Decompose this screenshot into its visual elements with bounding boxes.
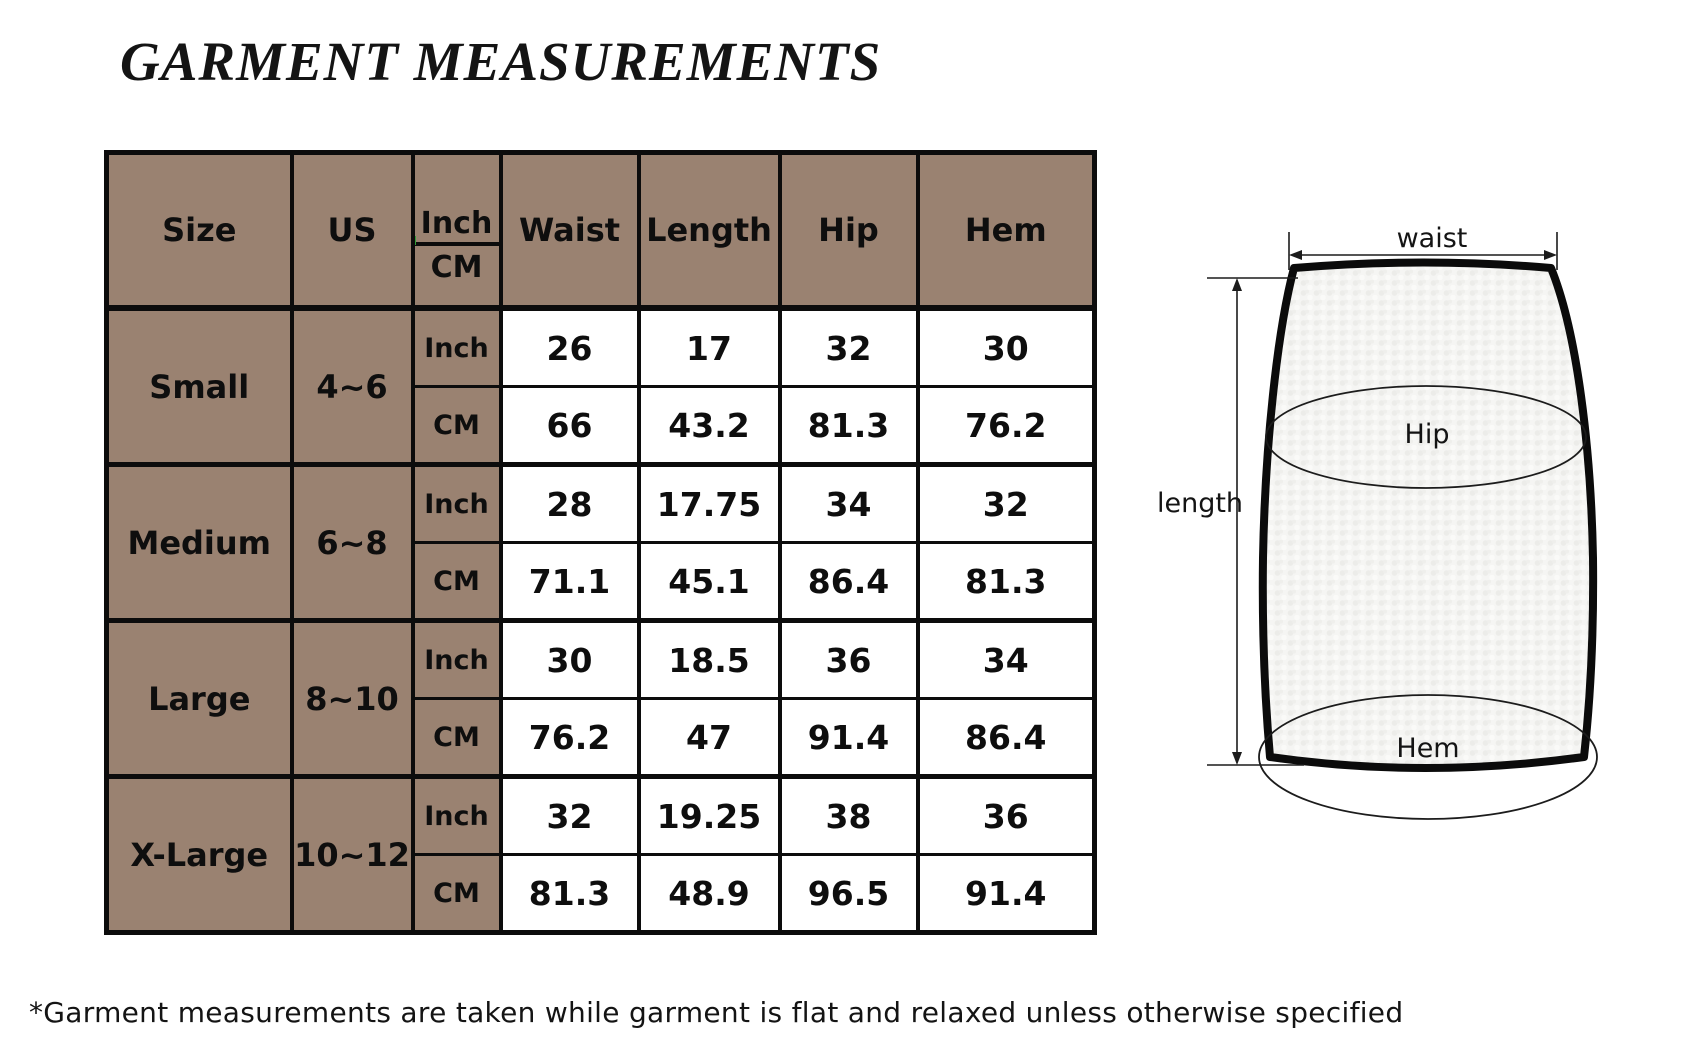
unit-divider-line bbox=[416, 242, 497, 246]
hem-ellipse bbox=[1258, 694, 1598, 820]
measurement-cell: 96.5 bbox=[777, 853, 920, 935]
us-size-cell: 10~12 bbox=[289, 774, 415, 935]
table-row: CM 71.1 45.1 86.4 81.3 bbox=[107, 541, 1097, 623]
measurement-cell: 86.4 bbox=[777, 541, 920, 623]
unit-label-cell: CM bbox=[410, 541, 503, 623]
table-row: CM 76.2 47 91.4 86.4 bbox=[107, 697, 1097, 779]
page-title: GARMENT MEASUREMENTS bbox=[120, 31, 882, 92]
table-row: Small 4~6 Inch 26 17 32 30 bbox=[104, 305, 1097, 467]
measurement-cell: 43.2 bbox=[636, 385, 782, 467]
unit-label-cell: CM bbox=[410, 385, 503, 467]
skirt-outline bbox=[1258, 258, 1598, 772]
col-header-waist: Waist bbox=[498, 150, 641, 311]
measurement-cell: 19.25 bbox=[636, 774, 782, 856]
measurement-cell: 17 bbox=[636, 305, 782, 388]
measurement-cell: 86.4 bbox=[915, 697, 1097, 779]
measurement-cell: 81.3 bbox=[498, 853, 641, 935]
size-cell: X-Large bbox=[104, 774, 294, 935]
measurement-cell: 34 bbox=[915, 618, 1097, 700]
table-row: Large 8~10 Inch 30 18.5 36 34 bbox=[104, 618, 1097, 779]
measurement-cell: 36 bbox=[777, 618, 920, 700]
measurement-cell: 91.4 bbox=[915, 853, 1097, 935]
unit-label-cell: Inch bbox=[410, 462, 503, 544]
measurement-cell: 81.3 bbox=[915, 541, 1097, 623]
measurement-cell: 47 bbox=[636, 697, 782, 779]
unit-header-cm: CM bbox=[430, 250, 483, 285]
size-cell: Large bbox=[104, 618, 294, 779]
unit-label-cell: CM bbox=[410, 697, 503, 779]
table-row: CM 66 43.2 81.3 76.2 bbox=[107, 385, 1097, 467]
measurement-cell: 30 bbox=[915, 305, 1097, 388]
hip-label: Hip bbox=[1404, 419, 1450, 450]
measurement-cell: 30 bbox=[498, 618, 641, 700]
unit-header-inch: Inch bbox=[420, 206, 493, 241]
measurement-cell: 36 bbox=[915, 774, 1097, 856]
waist-dimension-line bbox=[1288, 232, 1558, 270]
measurement-cell: 66 bbox=[498, 385, 641, 467]
measurement-cell: 81.3 bbox=[777, 385, 920, 467]
length-label: length bbox=[1156, 488, 1244, 519]
measurement-cell: 28 bbox=[498, 462, 641, 544]
col-header-unit: Inch CM bbox=[410, 150, 503, 311]
header-row: Size US Inch CM Waist Length Hip Hem bbox=[104, 150, 1097, 311]
measurement-cell: 71.1 bbox=[498, 541, 641, 623]
waist-arrowhead-left bbox=[1289, 250, 1302, 260]
length-arrowhead-top bbox=[1232, 278, 1242, 291]
us-size-cell: 6~8 bbox=[289, 462, 415, 623]
green-marker-square bbox=[413, 236, 416, 245]
waist-arrowhead-right bbox=[1544, 250, 1557, 260]
measurement-cell: 45.1 bbox=[636, 541, 782, 623]
length-arrowhead-bottom bbox=[1232, 752, 1242, 765]
col-header-hem: Hem bbox=[915, 150, 1097, 311]
measurement-cell: 17.75 bbox=[636, 462, 782, 544]
measurement-cell: 76.2 bbox=[915, 385, 1097, 467]
measurement-cell: 76.2 bbox=[498, 697, 641, 779]
col-header-length: Length bbox=[636, 150, 782, 311]
table-row: Medium 6~8 Inch 28 17.75 34 32 bbox=[104, 462, 1097, 623]
table-row: CM 81.3 48.9 96.5 91.4 bbox=[107, 853, 1097, 935]
unit-label-cell: CM bbox=[410, 853, 503, 935]
measurement-cell: 38 bbox=[777, 774, 920, 856]
measurement-cell: 26 bbox=[498, 305, 641, 388]
waist-label: waist bbox=[1396, 223, 1468, 254]
unit-label-cell: Inch bbox=[410, 618, 503, 700]
size-chart-table: Size US Inch CM Waist Length Hip Hem bbox=[104, 150, 1097, 935]
table-row: X-Large 10~12 Inch 32 19.25 38 36 bbox=[104, 774, 1097, 935]
measurement-cell: 91.4 bbox=[777, 697, 920, 779]
measurement-cell: 32 bbox=[498, 774, 641, 856]
col-header-us: US bbox=[289, 150, 415, 311]
measurement-cell: 34 bbox=[777, 462, 920, 544]
hem-label: Hem bbox=[1396, 733, 1460, 764]
col-header-size: Size bbox=[104, 150, 294, 311]
measurement-cell: 32 bbox=[777, 305, 920, 388]
unit-header-stack: Inch CM bbox=[416, 157, 497, 302]
col-header-hip: Hip bbox=[777, 150, 920, 311]
us-size-cell: 8~10 bbox=[289, 618, 415, 779]
unit-label-cell: Inch bbox=[410, 305, 503, 388]
size-cell: Medium bbox=[104, 462, 294, 623]
skirt-diagram-svg bbox=[1207, 232, 1598, 820]
measurement-cell: 32 bbox=[915, 462, 1097, 544]
footnote: *Garment measurements are taken while ga… bbox=[29, 996, 1404, 1029]
unit-label-cell: Inch bbox=[410, 774, 503, 856]
measurement-cell: 18.5 bbox=[636, 618, 782, 700]
length-dimension-line bbox=[1207, 277, 1304, 766]
hip-ellipse bbox=[1265, 385, 1587, 489]
us-size-cell: 4~6 bbox=[289, 305, 415, 467]
size-cell: Small bbox=[104, 305, 294, 467]
measurement-cell: 48.9 bbox=[636, 853, 782, 935]
